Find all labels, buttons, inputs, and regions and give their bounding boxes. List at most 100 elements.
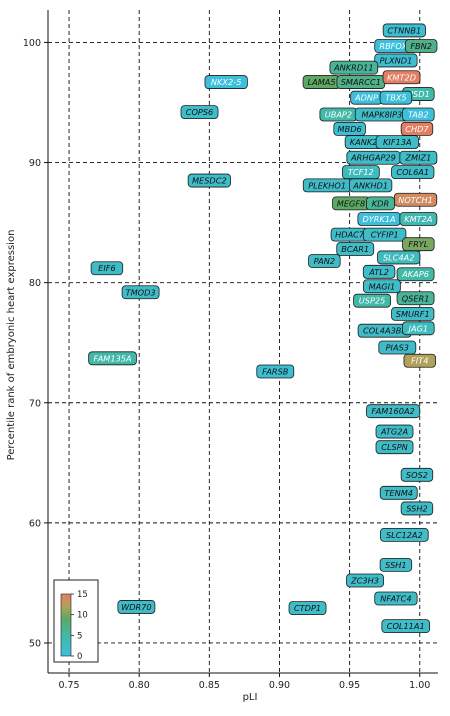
gene-marker [400,122,434,136]
gene-marker [346,573,384,588]
gene-label: CYFIP1 [371,230,399,240]
gene-marker [336,242,375,256]
gene-marker [90,261,124,276]
gene-point: ZC3H3 [346,573,384,588]
gene-marker [362,279,401,294]
gene-label: USP25 [359,296,386,306]
gene-marker [204,75,248,89]
gene-label: NFATC4 [380,594,411,604]
gene-label: FRYL [408,239,428,249]
gene-label: CTNNB1 [387,25,421,35]
gene-label: TAB2 [408,109,429,119]
gene-marker [402,321,435,336]
gene-marker [402,107,435,122]
gene-point: QSER1 [396,291,435,306]
gene-label: ZMIZ1 [404,153,431,163]
gene-label: TENM4 [384,488,413,498]
gene-marker [117,600,156,614]
y-tick-label: 70 [29,398,41,409]
gene-label: ANKHD1 [352,180,388,190]
gene-label: EIF6 [98,263,116,273]
gene-point: ADNP [350,90,383,105]
gene-marker [88,351,137,366]
y-tick-label: 80 [29,278,41,289]
gene-label: PAN2 [314,256,335,266]
gene-label: PLXND1 [380,55,413,65]
gene-point: TAB2 [402,107,435,122]
gene-label: KDR [372,198,389,208]
gene-marker [400,501,434,516]
gene-marker [396,267,435,282]
gene-point: MAPK8IP3 [354,107,409,122]
gene-label: ARHGAP29 [350,153,396,163]
gene-label: LAMA5 [308,77,336,87]
gene-label: ANKRD11 [333,63,374,73]
gene-point: CTNNB1 [382,23,426,38]
gene-point: HDAC7 [330,227,369,242]
gene-marker [380,527,429,542]
gene-point: DYRK1A [357,212,401,226]
gene-marker [308,254,341,268]
gene-point: TCF12 [341,165,380,180]
gene-point: PIAS3 [378,340,417,355]
gene-marker [381,619,431,634]
gene-label: COPS6 [186,107,214,117]
colorbar-legend: 0 5 10 15 [53,579,99,663]
gene-label: PLEKHO1 [308,180,346,190]
gene-point: SSH2 [400,501,434,516]
gene-label: NSD1 [407,89,430,99]
x-axis-title: pLI [243,692,258,703]
gene-label: TBX5 [385,93,406,103]
gene-label: KANK2 [350,137,378,147]
gene-label: SMARCC1 [341,77,381,87]
gene-marker [375,440,414,455]
colorbar-gradient [60,593,72,657]
gene-marker [402,237,435,252]
gene-label: CLSPN [381,442,408,452]
gene-label: ATL2 [368,267,389,277]
gene-point: SSH1 [379,558,413,572]
gene-point: FIT4 [403,353,436,368]
x-tick-label: 0.85 [199,680,220,691]
gene-marker [379,485,418,500]
gene-point: ATG2A [375,424,414,439]
gene-label: BCAR1 [341,244,369,254]
gene-point: CYFIP1 [363,227,407,242]
gene-point: SMARCC1 [336,75,386,89]
x-tick-label: 1.00 [409,680,430,691]
gene-label: HDAC7 [335,230,365,240]
gene-marker [362,264,396,279]
gene-marker [374,591,418,606]
gene-label: SOS2 [406,470,428,480]
gene-point: SOS2 [400,467,434,482]
gene-label: RBFOX2 [379,41,412,51]
gene-label: MESDC2 [192,176,227,186]
gene-marker [379,90,413,105]
y-tick-label: 100 [23,38,41,49]
y-tick-label: 90 [29,158,41,169]
gene-point: PAN2 [308,254,341,268]
gene-marker [391,165,435,180]
gene-label: FAM135A [93,353,132,363]
gene-marker [366,404,421,419]
gene-point: COL11A1 [381,619,431,634]
gene-label: SMURF1 [396,309,430,319]
gene-point: FRYL [402,237,435,252]
gene-label: MAPK8IP3 [362,109,403,119]
gene-point: BCAR1 [336,242,375,256]
gene-point: FAM160A2 [366,404,421,419]
gene-point: EIF6 [90,261,124,276]
y-axis-title: Percentile rank of embryonic heart expre… [6,230,17,461]
gene-label: KMT2A [404,214,433,224]
gene-label: ATG2A [380,427,409,437]
gene-point: CHD7 [400,122,434,136]
gene-point: MBD6 [333,122,366,136]
gene-point: ANKHD1 [349,178,393,193]
gene-marker [363,227,407,242]
gene-label: ADNP [354,93,378,103]
gene-marker [396,291,435,306]
gene-label: JAG1 [407,323,429,333]
gene-label: CHD7 [405,124,429,134]
